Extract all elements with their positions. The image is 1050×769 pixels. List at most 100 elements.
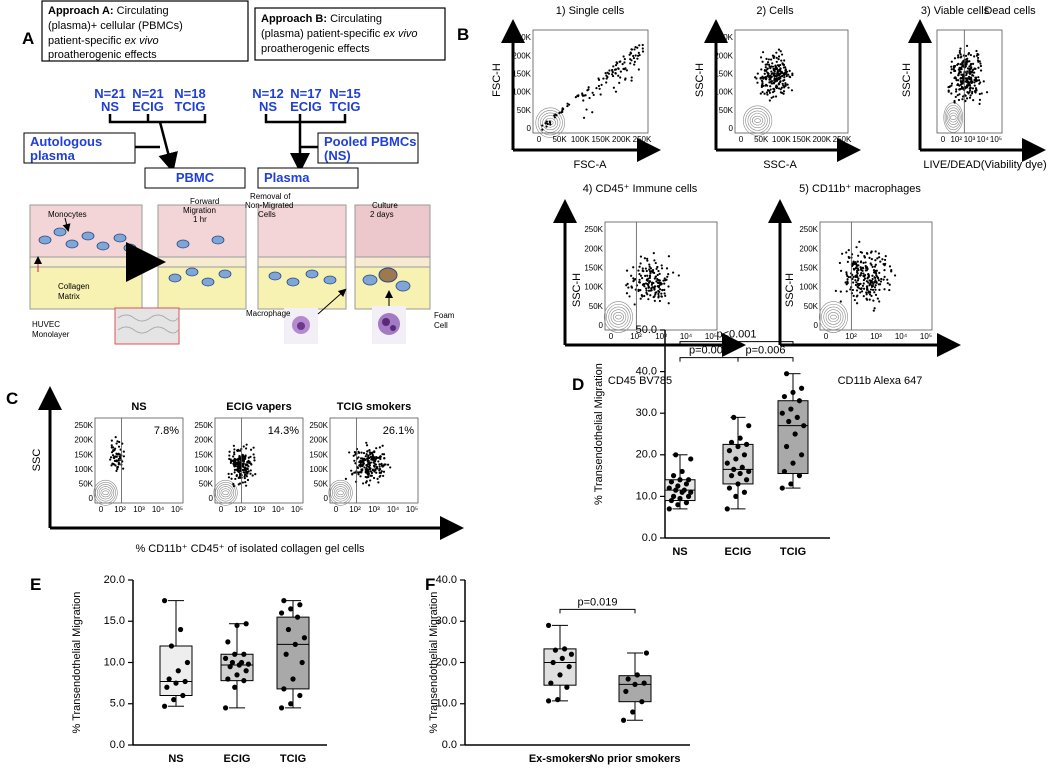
event-dot — [780, 91, 784, 95]
event-dot — [786, 83, 789, 86]
event-dot — [780, 75, 784, 78]
event-dot — [244, 447, 248, 450]
event-dot — [950, 82, 954, 85]
event-dot — [245, 484, 248, 487]
event-dot — [854, 261, 857, 264]
event-dot — [961, 82, 964, 85]
event-dot — [112, 449, 115, 452]
data-point — [779, 410, 785, 416]
data-point — [726, 448, 733, 454]
event-dot — [787, 73, 790, 76]
y-tick-label: 0 — [527, 124, 532, 133]
event-dot — [632, 266, 635, 269]
box-label: (NS) — [324, 148, 351, 163]
event-dot — [965, 61, 968, 65]
y-tick-label: 150K — [74, 450, 93, 459]
event-dot — [246, 467, 249, 470]
event-dot — [982, 80, 985, 83]
event-dot — [980, 92, 983, 95]
event-dot — [768, 91, 772, 94]
event-dot — [966, 59, 969, 63]
contour — [946, 107, 961, 128]
event-dot — [846, 274, 849, 278]
event-dot — [641, 283, 645, 286]
event-dot — [974, 90, 977, 93]
event-dot — [666, 275, 669, 278]
event-dot — [783, 78, 786, 82]
event-dot — [372, 457, 376, 460]
x-tick-label: 10⁴ — [977, 135, 990, 144]
event-dot — [780, 86, 783, 89]
y-tick-label: 10.0 — [436, 698, 457, 710]
event-dot — [111, 454, 115, 457]
event-dot — [363, 466, 366, 469]
event-dot — [871, 274, 874, 277]
x-tick-label: Ex-smokers — [529, 753, 591, 765]
event-dot — [376, 456, 379, 459]
x-tick-label: 10⁴ — [272, 505, 285, 514]
event-dot — [768, 99, 771, 102]
event-dot — [677, 274, 680, 277]
event-dot — [660, 264, 663, 267]
event-dot — [377, 460, 380, 463]
event-dot — [630, 274, 633, 277]
event-dot — [613, 68, 617, 71]
contour — [215, 481, 236, 504]
event-dot — [244, 468, 247, 472]
data-point — [728, 473, 735, 479]
event-dot — [965, 78, 968, 81]
event-dot — [233, 457, 236, 460]
diagram-label: 2 days — [370, 210, 394, 219]
x-tick-label: 10⁴ — [895, 332, 908, 341]
event-dot — [767, 63, 771, 66]
data-point — [798, 452, 805, 458]
event-dot — [855, 295, 858, 298]
contour — [608, 306, 629, 328]
x-tick-label: 0 — [609, 332, 614, 341]
y-tick-label: 50K — [589, 302, 604, 311]
event-dot — [775, 60, 778, 63]
event-dot — [648, 275, 652, 278]
event-dot — [633, 60, 636, 63]
contour — [752, 115, 764, 126]
connector — [108, 114, 347, 173]
event-dot — [779, 50, 782, 53]
event-dot — [780, 70, 783, 73]
group-n: N=21 — [94, 86, 125, 101]
event-dot — [860, 272, 863, 275]
event-dot — [862, 282, 865, 285]
event-dot — [845, 273, 848, 276]
contour — [537, 110, 563, 136]
data-point — [683, 481, 690, 487]
event-dot — [782, 90, 786, 93]
event-dot — [115, 460, 119, 463]
event-dot — [855, 271, 859, 274]
event-dot — [950, 92, 953, 95]
approach-text: Approach A: Circulating — [48, 5, 169, 17]
event-dot — [764, 63, 767, 66]
y-tick-label: 50K — [199, 480, 214, 489]
event-dot — [566, 104, 569, 108]
event-dot — [641, 277, 644, 280]
event-dot — [378, 463, 381, 466]
x-tick-label: NS — [168, 753, 183, 765]
event-dot — [244, 454, 247, 457]
data-point — [301, 635, 308, 641]
event-dot — [357, 471, 360, 474]
event-dot — [236, 458, 240, 461]
event-dot — [369, 470, 373, 473]
y-tick-label: 0 — [729, 124, 734, 133]
event-dot — [367, 463, 370, 466]
event-dot — [119, 456, 122, 459]
event-dot — [117, 445, 121, 448]
event-dot — [845, 283, 848, 286]
contour — [218, 486, 233, 500]
contour — [612, 312, 624, 323]
event-dot — [660, 267, 664, 270]
event-dot — [968, 67, 971, 71]
event-dot — [782, 63, 786, 66]
event-dot — [878, 288, 881, 291]
y-tick-label: 200K — [74, 436, 93, 445]
y-axis-label: SSC-H — [571, 273, 583, 307]
event-dot — [352, 454, 355, 457]
